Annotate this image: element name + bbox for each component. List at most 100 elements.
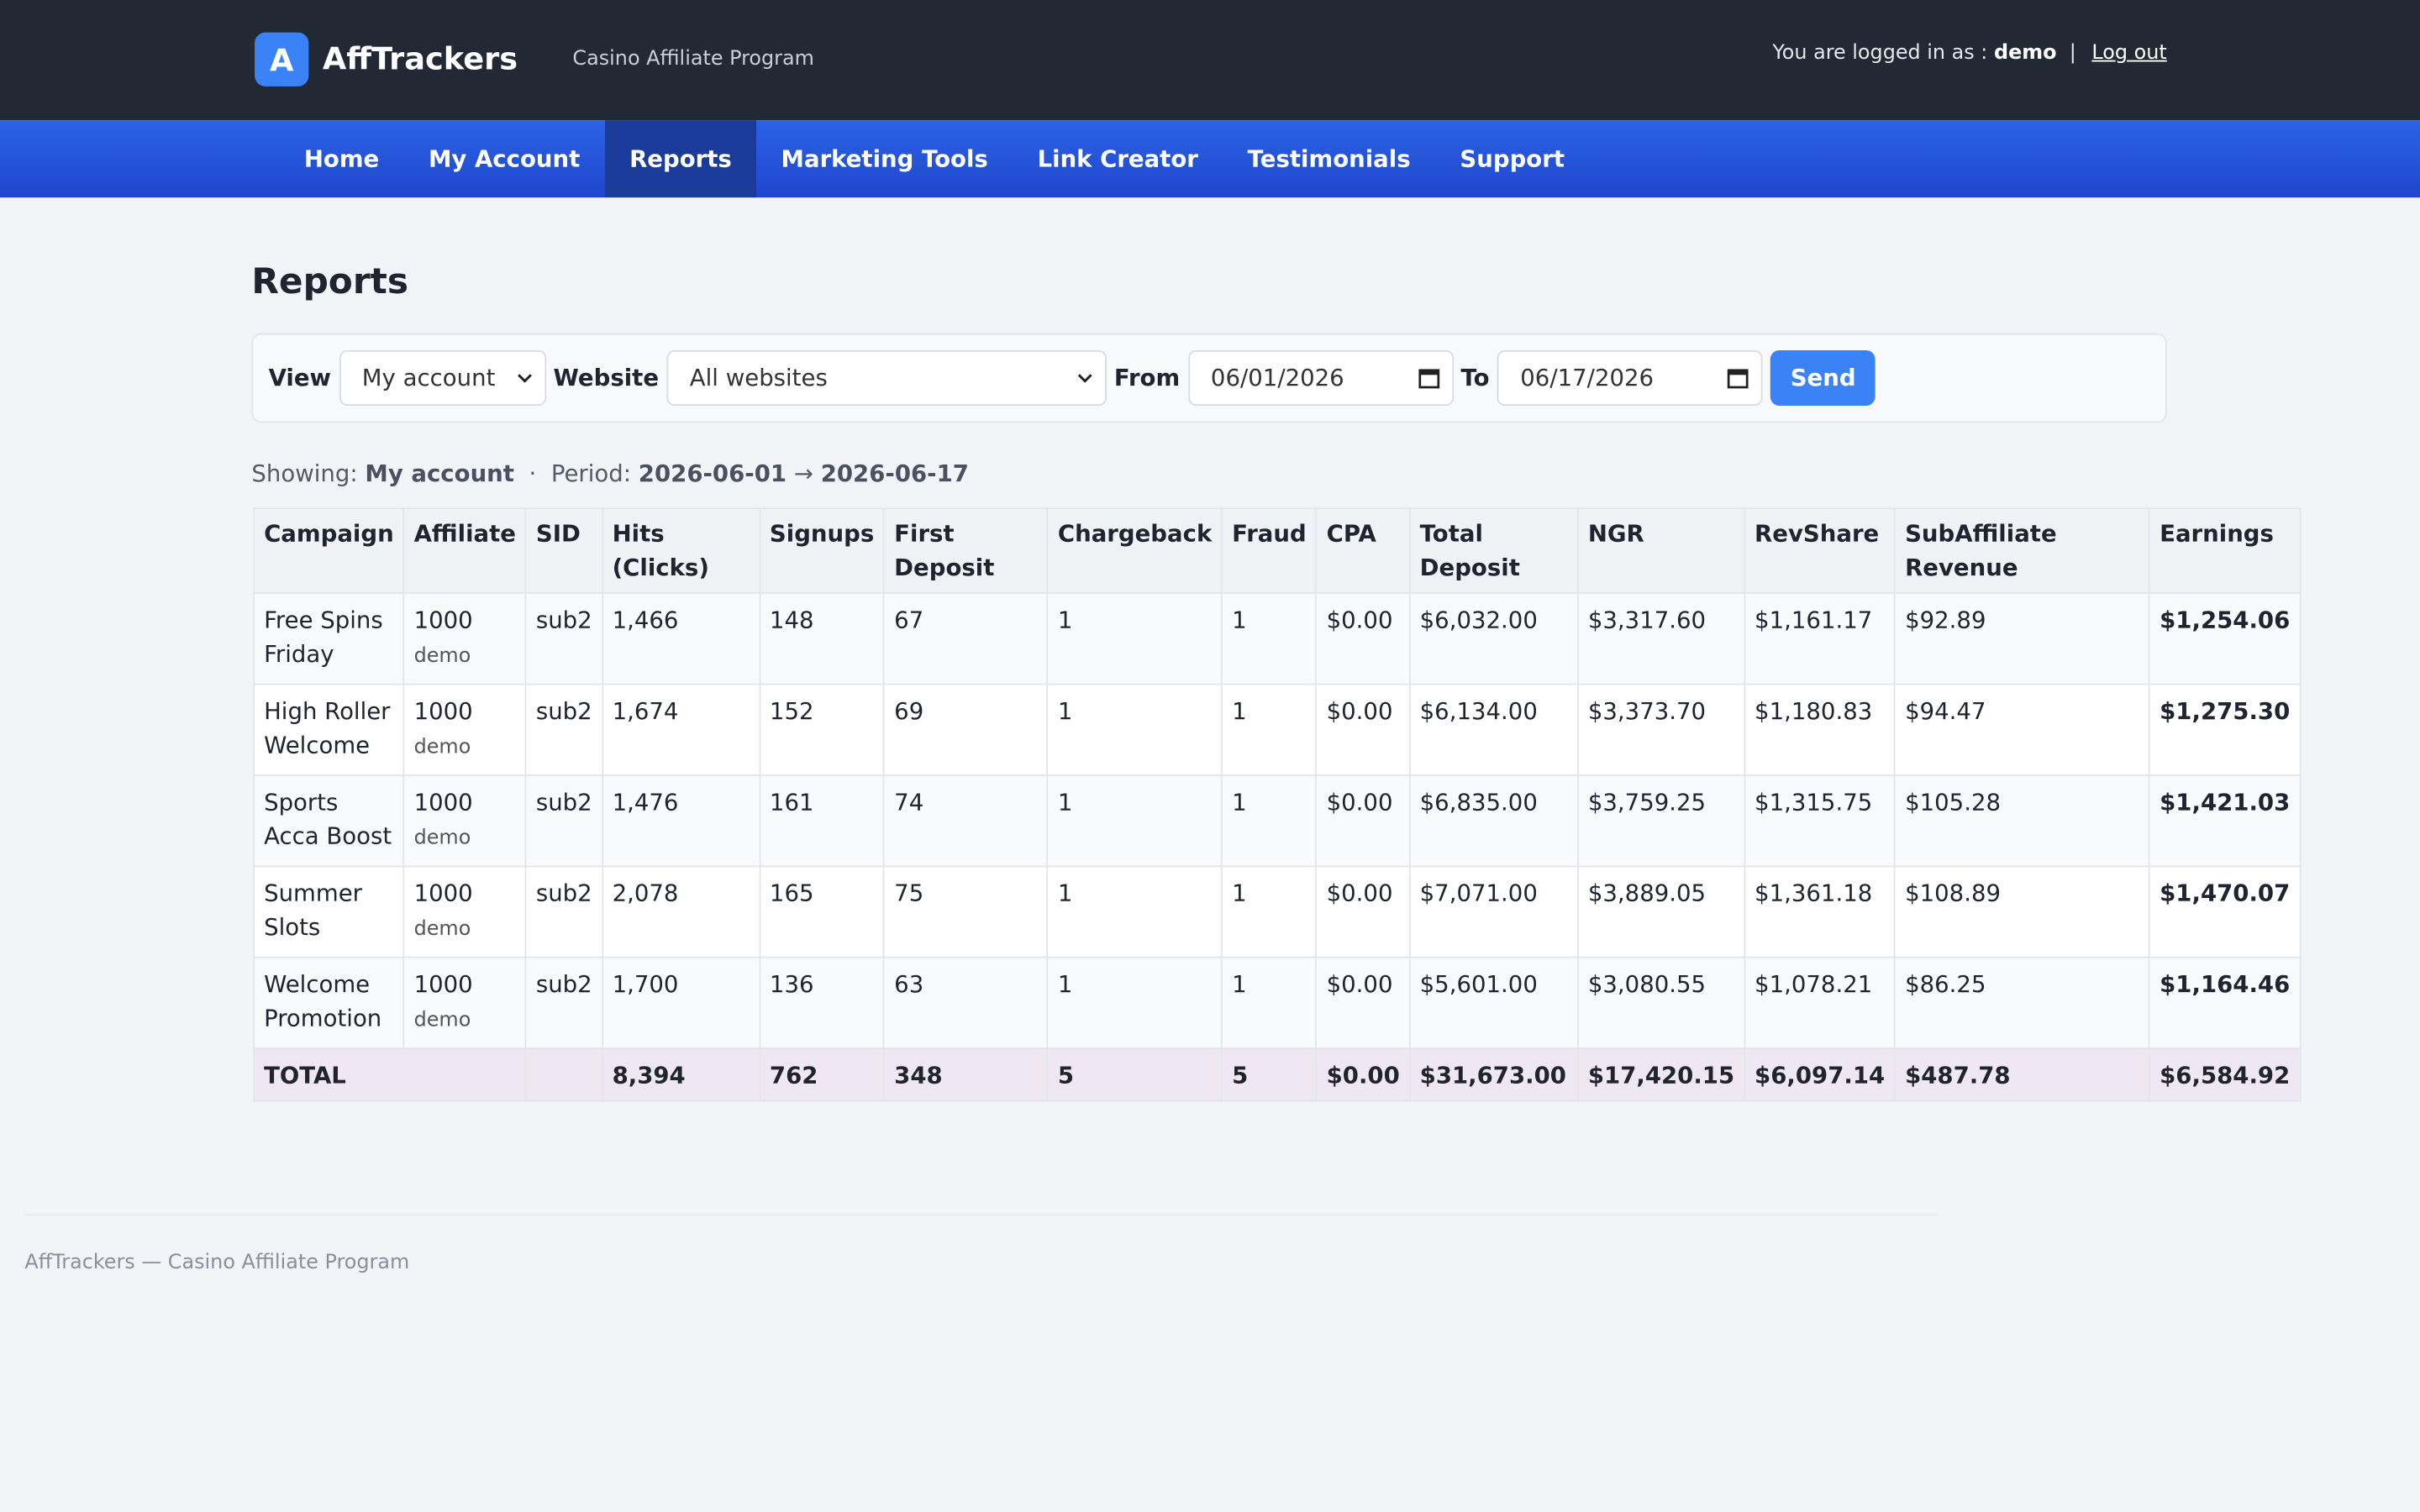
total-cell: 348 xyxy=(883,1047,1049,1102)
cell: $1,164.46 xyxy=(2149,956,2302,1049)
cell: 1 xyxy=(1221,956,1318,1049)
showing: Showing: My account · Period: 2026-06-01… xyxy=(251,459,969,487)
cell: 63 xyxy=(883,956,1049,1049)
website-select[interactable]: All websites xyxy=(666,349,1107,407)
campaign: Welcome Promotion xyxy=(253,956,405,1049)
cell: 161 xyxy=(759,774,886,868)
total-label: TOTAL xyxy=(253,1047,527,1102)
label: From xyxy=(1113,364,1181,392)
t: · xyxy=(529,459,537,488)
brand: AffTrackers xyxy=(322,39,518,77)
cell: $0.00 xyxy=(1315,683,1411,776)
cell: 1 xyxy=(1047,956,1223,1049)
header-cell: Chargeback xyxy=(1047,507,1223,595)
empty xyxy=(524,1047,603,1102)
cell: $7,071.00 xyxy=(1408,865,1579,958)
nav-item[interactable]: Marketing Tools xyxy=(781,144,988,173)
send-button[interactable]: Send xyxy=(1770,349,1876,407)
cell: 1,466 xyxy=(601,592,760,685)
login-info: You are logged in as : demo | Log out xyxy=(1772,41,2167,66)
logout[interactable]: Log out xyxy=(2091,41,2167,66)
logo: A xyxy=(255,32,309,87)
nav-item[interactable]: Support xyxy=(1460,144,1565,173)
affiliate-id: 1000 xyxy=(413,788,473,816)
filters: View My account Website All websites Fro… xyxy=(251,333,2167,423)
cell: 152 xyxy=(759,683,886,776)
nav-item[interactable]: Link Creator xyxy=(1037,144,1198,173)
affiliate: 1000 demo xyxy=(402,774,527,868)
cell: 165 xyxy=(759,865,886,958)
affiliate-name: demo xyxy=(413,1009,471,1032)
cell: 1 xyxy=(1047,865,1223,958)
cell: $1,361.18 xyxy=(1744,865,1897,958)
cell: $1,315.75 xyxy=(1744,774,1897,868)
row: Free Spins Friday 1000 demo sub2 1,466 148 67 1… xyxy=(253,592,2302,685)
from-date[interactable]: 06/01/2026 xyxy=(1187,349,1454,407)
total-cell: $6,097.14 xyxy=(1744,1047,1897,1102)
nav-item[interactable]: Testimonials xyxy=(1247,144,1411,173)
body: Free Spins Friday 1000 demo sub2 1,466 148 67 1… xyxy=(253,592,2302,1102)
total-cell: $0.00 xyxy=(1315,1047,1411,1102)
total-row: TOTAL 8,394 762 348 5 5 $0.00 $31,673.00 $17,420… xyxy=(253,1047,2302,1102)
total-cell: $17,420.15 xyxy=(1577,1047,1746,1102)
tagline: Casino Affiliate Program xyxy=(572,47,814,71)
header-cell: Campaign xyxy=(253,507,405,595)
cell: $0.00 xyxy=(1315,774,1411,868)
affiliate-name: demo xyxy=(413,736,471,759)
cell: $3,759.25 xyxy=(1577,774,1746,868)
cell: $1,161.17 xyxy=(1744,592,1897,685)
cell: 1,476 xyxy=(601,774,760,868)
top-bar: A AffTrackers Casino Affiliate Program Y… xyxy=(0,0,2420,121)
total-cell: 8,394 xyxy=(601,1047,760,1102)
total-cell: $6,584.92 xyxy=(2149,1047,2302,1102)
view-select[interactable]: My account xyxy=(339,349,546,407)
cell: $1,254.06 xyxy=(2149,592,2302,685)
cell: $1,470.07 xyxy=(2149,865,2302,958)
affiliate-id: 1000 xyxy=(413,606,473,634)
campaign: Free Spins Friday xyxy=(253,592,405,685)
value: My account xyxy=(361,364,496,392)
header-cell: RevShare xyxy=(1744,507,1897,595)
cell: 1,674 xyxy=(601,683,760,776)
cell: 148 xyxy=(759,592,886,685)
cell: $6,032.00 xyxy=(1408,592,1579,685)
cell: $6,134.00 xyxy=(1408,683,1579,776)
cell: $3,373.70 xyxy=(1577,683,1746,776)
t: 2026-06-01 xyxy=(638,459,787,488)
header-row: Campaign Affiliate SID Hits (Clicks) Signups… xyxy=(253,507,2302,595)
nav-item[interactable]: My Account xyxy=(429,144,581,173)
cell: $108.89 xyxy=(1894,865,2151,958)
t: Period: xyxy=(550,459,632,488)
cell: $1,180.83 xyxy=(1744,683,1897,776)
cell: 1 xyxy=(1221,865,1318,958)
cell: 1 xyxy=(1221,774,1318,868)
affiliate: 1000 demo xyxy=(402,683,527,776)
nav-item[interactable]: Home xyxy=(303,144,380,173)
header-cell: CPA xyxy=(1315,507,1411,595)
header-cell: Fraud xyxy=(1221,507,1318,595)
header-cell: Total Deposit xyxy=(1408,507,1579,595)
total-cell: $487.78 xyxy=(1894,1047,2151,1102)
affiliate-id: 1000 xyxy=(413,970,473,999)
cell: 2,078 xyxy=(601,865,760,958)
cell: sub2 xyxy=(524,865,603,958)
cell: $86.25 xyxy=(1894,956,2151,1049)
value: 06/17/2026 xyxy=(1520,364,1655,392)
affiliate: 1000 demo xyxy=(402,865,527,958)
cell: 1 xyxy=(1221,592,1318,685)
to-date[interactable]: 06/17/2026 xyxy=(1497,349,1763,407)
total-cell: 762 xyxy=(759,1047,886,1102)
affiliate: 1000 demo xyxy=(402,592,527,685)
affiliate-name: demo xyxy=(413,917,471,942)
cell: $1,078.21 xyxy=(1744,956,1897,1049)
t: → xyxy=(793,459,813,488)
nav-item[interactable]: Reports xyxy=(604,120,757,198)
cell: sub2 xyxy=(524,956,603,1049)
header-cell: SubAffiliate Revenue xyxy=(1894,507,2151,595)
cell: 136 xyxy=(759,956,886,1049)
row: High Roller Welcome 1000 demo sub2 1,674 152 6… xyxy=(253,683,2302,776)
user: demo xyxy=(1993,41,2057,66)
head: Campaign Affiliate SID Hits (Clicks) Signups… xyxy=(253,507,2302,595)
total-cell: 5 xyxy=(1047,1047,1223,1102)
header-cell: NGR xyxy=(1577,507,1746,595)
